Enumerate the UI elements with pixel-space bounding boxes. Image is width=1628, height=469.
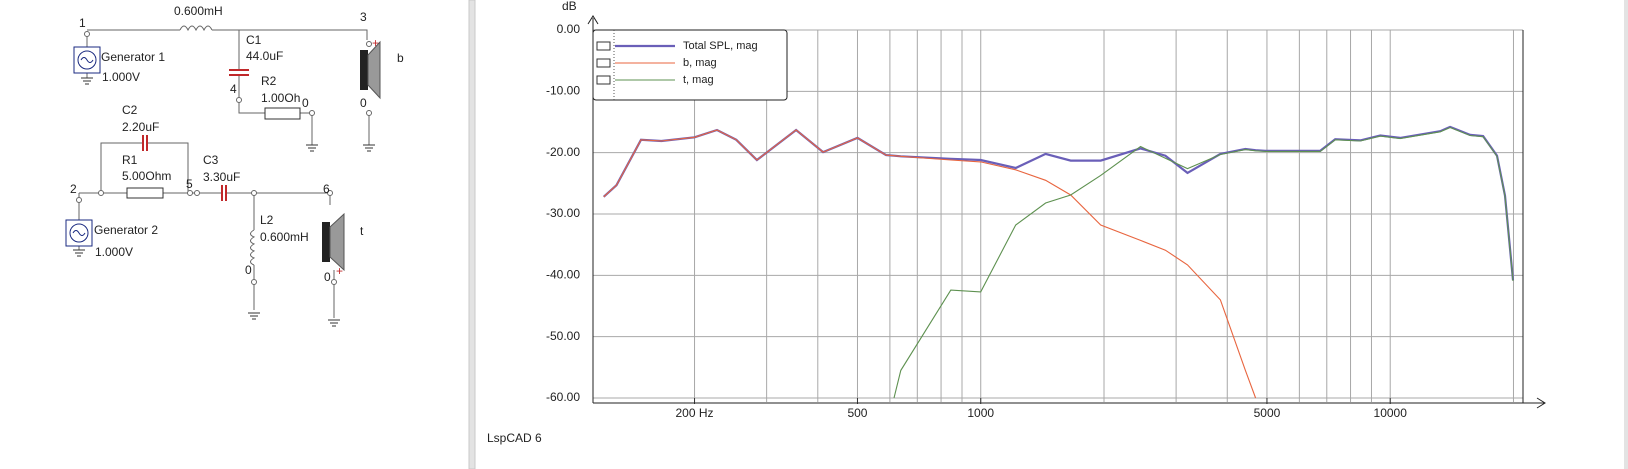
node-label: 0 — [360, 96, 367, 110]
y-tick-label: -20.00 — [546, 145, 580, 159]
series-line — [603, 129, 1257, 399]
component-name: Generator 1 — [101, 50, 165, 64]
legend-checkbox[interactable] — [596, 75, 611, 85]
plot: 0.00 -10.00 -20.00 -30.00 -40.00 -50.00 -60.00… — [546, 15, 1546, 420]
node-label: 5 — [186, 177, 193, 191]
legend-label: b, mag — [683, 57, 717, 69]
inductor — [179, 25, 213, 32]
inductor — [250, 229, 256, 266]
plus: + — [372, 36, 379, 50]
panel-edge — [1624, 0, 1628, 469]
component-value: 1.00Oh — [261, 91, 300, 105]
component-name: C2 — [122, 103, 138, 117]
node — [76, 197, 82, 203]
node-label: 1 — [79, 16, 86, 30]
footer: LspCAD 6 — [487, 431, 542, 445]
resistor — [126, 187, 164, 199]
component-value: 0.600mH — [260, 230, 309, 244]
node — [331, 279, 337, 285]
speaker — [360, 50, 368, 90]
component-name: C1 — [246, 33, 262, 47]
node — [251, 279, 257, 285]
schematic: + + 1 0.600mH 3 Generator 1 1.000V — [65, 4, 404, 327]
speaker — [329, 212, 345, 272]
legend — [592, 29, 788, 101]
node — [84, 31, 90, 37]
y-tick-label: 0.00 — [557, 22, 581, 36]
node — [366, 41, 372, 47]
node-label: 0 — [302, 96, 309, 110]
component-value: 3.30uF — [203, 170, 240, 184]
legend-checkbox[interactable] — [596, 58, 611, 68]
ground — [328, 319, 340, 327]
x-tick-label: 200 Hz — [676, 406, 714, 420]
node-label: 0 — [324, 270, 331, 284]
component-name: L2 — [260, 213, 274, 227]
speaker — [322, 222, 330, 262]
generator — [69, 223, 89, 243]
x-tick-label: 500 — [847, 406, 867, 420]
legend-label: t, mag — [683, 74, 714, 86]
y-tick-label: -40.00 — [546, 268, 580, 282]
generator — [80, 57, 94, 63]
node — [98, 190, 104, 196]
plus: + — [336, 264, 343, 278]
ground — [81, 77, 93, 85]
node — [366, 110, 372, 116]
node — [327, 190, 333, 196]
component-value: 5.00Ohm — [122, 169, 171, 183]
speaker-name: t — [360, 224, 364, 238]
generator — [72, 230, 86, 236]
legend-checkbox[interactable] — [596, 41, 611, 51]
generator — [77, 50, 97, 70]
y-axis-label: dB — [562, 0, 577, 13]
node-label: 6 — [323, 182, 330, 196]
ground — [73, 249, 85, 257]
node-label: 3 — [360, 10, 367, 24]
component-name: Generator 2 — [94, 223, 158, 237]
legend-label: Total SPL, mag — [683, 40, 758, 52]
node — [309, 110, 315, 116]
component-name: R1 — [122, 153, 138, 167]
component-value: 44.0uF — [246, 49, 283, 63]
node-label: 4 — [230, 82, 237, 96]
component-value: 0.600mH — [174, 4, 223, 18]
series-line — [893, 126, 1514, 399]
y-tick-label: -10.00 — [546, 84, 580, 98]
component-value: 2.20uF — [122, 120, 159, 134]
x-tick-label: 10000 — [1374, 406, 1408, 420]
component-value: 1.000V — [95, 245, 133, 259]
speaker-name: b — [397, 51, 404, 65]
node — [194, 190, 200, 196]
component-name: R2 — [261, 74, 277, 88]
node — [187, 190, 193, 196]
ground — [248, 312, 260, 320]
node-label: 2 — [70, 182, 77, 196]
component-name: C3 — [203, 153, 219, 167]
y-tick-label: -50.00 — [546, 329, 580, 343]
node — [236, 97, 242, 103]
y-tick-label: -60.00 — [546, 390, 580, 404]
x-tick-label: 5000 — [1254, 406, 1281, 420]
ground — [306, 144, 318, 152]
component-value: 1.000V — [102, 70, 140, 84]
ground — [363, 144, 375, 152]
x-tick-label: 1000 — [967, 406, 994, 420]
axis — [587, 15, 1546, 409]
splitter[interactable] — [468, 0, 476, 469]
resistor — [264, 107, 301, 120]
node-label: 0 — [245, 263, 252, 277]
node — [251, 190, 257, 196]
y-tick-label: -30.00 — [546, 206, 580, 220]
speaker — [367, 40, 381, 100]
